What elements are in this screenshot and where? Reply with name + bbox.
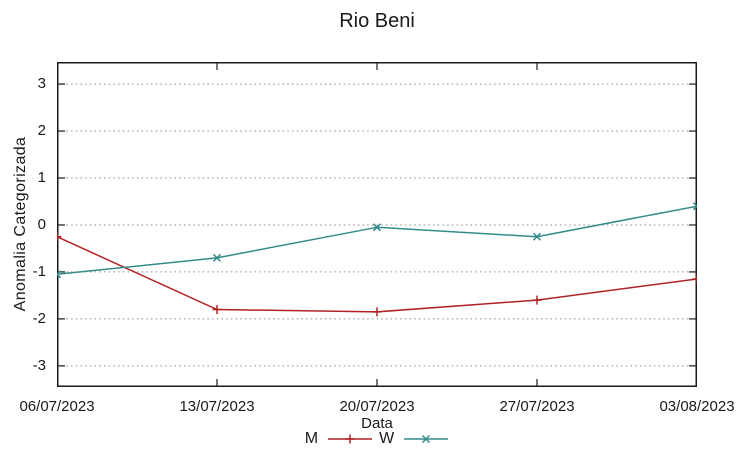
x-tick-label: 06/07/2023 [19,398,95,415]
y-tick-label: 1 [37,169,46,186]
y-tick-label: 3 [37,75,46,93]
legend-series-label: W [379,430,395,447]
legend-item-m: M [305,430,373,448]
y-tick-label: -3 [32,356,46,374]
x-tick-label: 27/07/2023 [499,398,575,415]
legend-cross-line-icon [404,434,449,444]
y-tick-label: -2 [32,309,46,327]
chart-title: Rio Beni [339,10,415,32]
legend-plus-line-icon [328,434,373,444]
y-tick-label: 0 [37,215,46,233]
y-tick-label: -1 [32,262,46,280]
legend-series-label: M [304,430,319,447]
y-tick-label: 2 [37,122,46,140]
x-tick-label: 13/07/2023 [179,398,255,415]
x-tick-label: 03/08/2023 [659,398,735,415]
x-tick-label: 20/07/2023 [339,398,415,415]
x-axis-title: Data [361,415,393,432]
legend-item-w: W [379,430,449,448]
plot-area [57,62,697,387]
